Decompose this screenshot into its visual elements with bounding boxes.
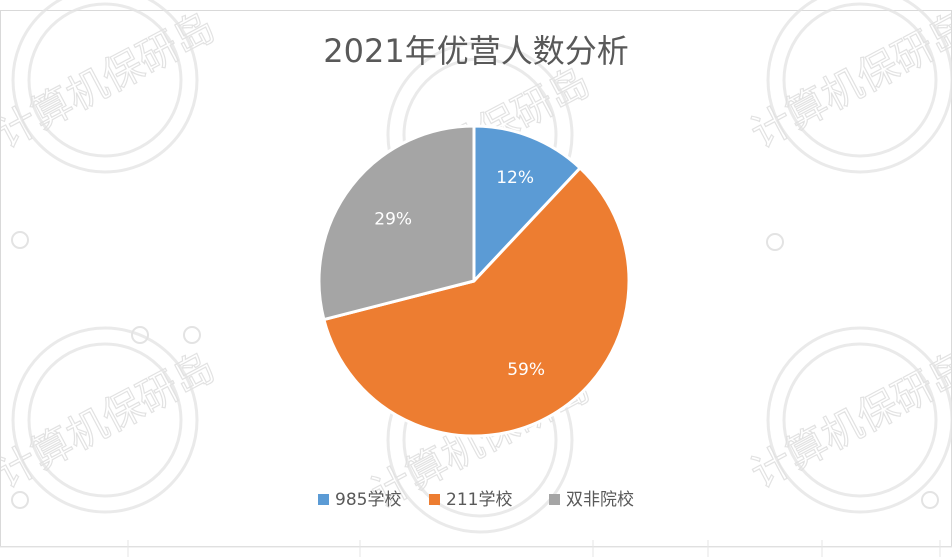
watermark-dot bbox=[921, 491, 939, 509]
legend-swatch bbox=[429, 494, 440, 505]
legend-item: 211学校 bbox=[429, 490, 512, 510]
pie-data-label: 59% bbox=[507, 360, 545, 380]
background-gridlines bbox=[0, 540, 952, 557]
chart-title: 2021年优营人数分析 bbox=[323, 32, 628, 70]
watermark-dot bbox=[131, 326, 149, 344]
pie-slice-2 bbox=[322, 166, 631, 438]
legend-label: 双非院校 bbox=[566, 490, 634, 510]
legend-label: 985学校 bbox=[335, 490, 401, 510]
legend-item: 985学校 bbox=[318, 490, 401, 510]
pie-slice-1 bbox=[472, 124, 582, 283]
legend-item: 双非院校 bbox=[549, 490, 634, 510]
legend-label: 211学校 bbox=[446, 490, 512, 510]
watermark-dot bbox=[766, 233, 784, 251]
pie-data-label: 12% bbox=[496, 168, 534, 188]
watermark-dot bbox=[183, 326, 201, 344]
watermark-dot bbox=[11, 491, 29, 509]
pie-slice-3 bbox=[317, 124, 476, 322]
legend-swatch bbox=[549, 494, 560, 505]
watermark-dot bbox=[11, 231, 29, 249]
pie-chart: 12% 59% 29% bbox=[317, 124, 631, 438]
legend-swatch bbox=[318, 494, 329, 505]
pie-data-label: 29% bbox=[374, 209, 412, 229]
chart-legend: 985学校 211学校 双非院校 bbox=[318, 490, 634, 510]
